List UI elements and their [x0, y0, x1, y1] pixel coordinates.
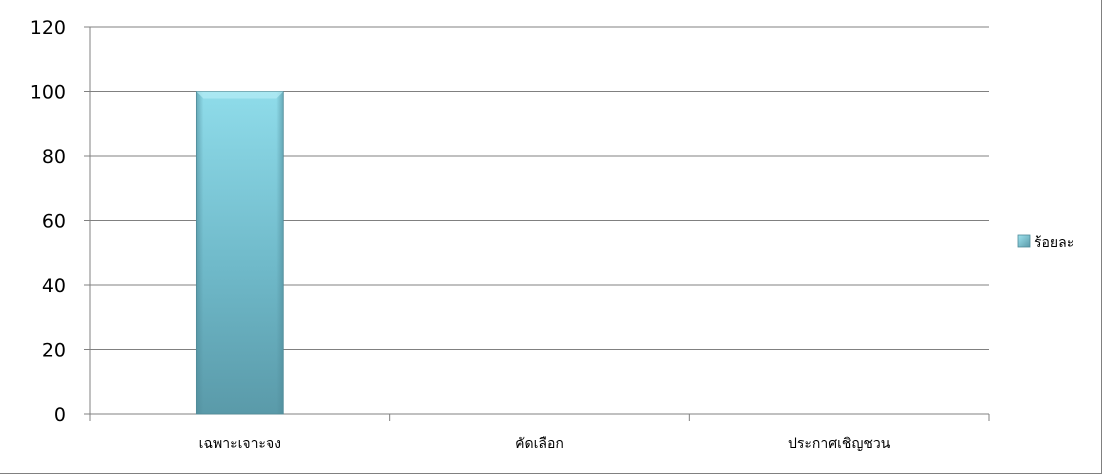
bar-rect-1 — [195, 91, 284, 415]
x-tick-label-1: เฉพาะเจาะจง — [199, 436, 281, 452]
x-tick-label-2: คัดเลือก — [515, 436, 564, 452]
y-tick-label-0: 0 — [54, 404, 66, 426]
y-tick-label-100: 100 — [30, 82, 66, 104]
bar-bevel-top-1 — [196, 91, 284, 99]
x-tick-label-3: ประกาศเชิญชวน — [788, 436, 891, 452]
y-tick-label-60: 60 — [42, 211, 66, 233]
y-tick-label-120: 120 — [30, 17, 66, 39]
bar-bevel-right-1 — [276, 91, 284, 414]
legend: ร้อยละ — [1017, 234, 1074, 251]
legend-label: ร้อยละ — [1034, 235, 1074, 251]
bars — [195, 91, 284, 415]
y-tick-label-20: 20 — [42, 340, 66, 362]
y-axis-tick-labels: 0 20 40 60 80 100 120 — [30, 17, 66, 426]
x-axis-tick-labels: เฉพาะเจาะจง คัดเลือก ประกาศเชิญชวน — [199, 436, 891, 452]
legend-swatch — [1017, 234, 1031, 248]
y-tick-label-40: 40 — [42, 275, 66, 297]
bar-1 — [195, 91, 284, 415]
gridlines — [90, 26, 989, 350]
y-tick-label-80: 80 — [42, 146, 66, 168]
bar-bevel-left-1 — [196, 91, 204, 414]
